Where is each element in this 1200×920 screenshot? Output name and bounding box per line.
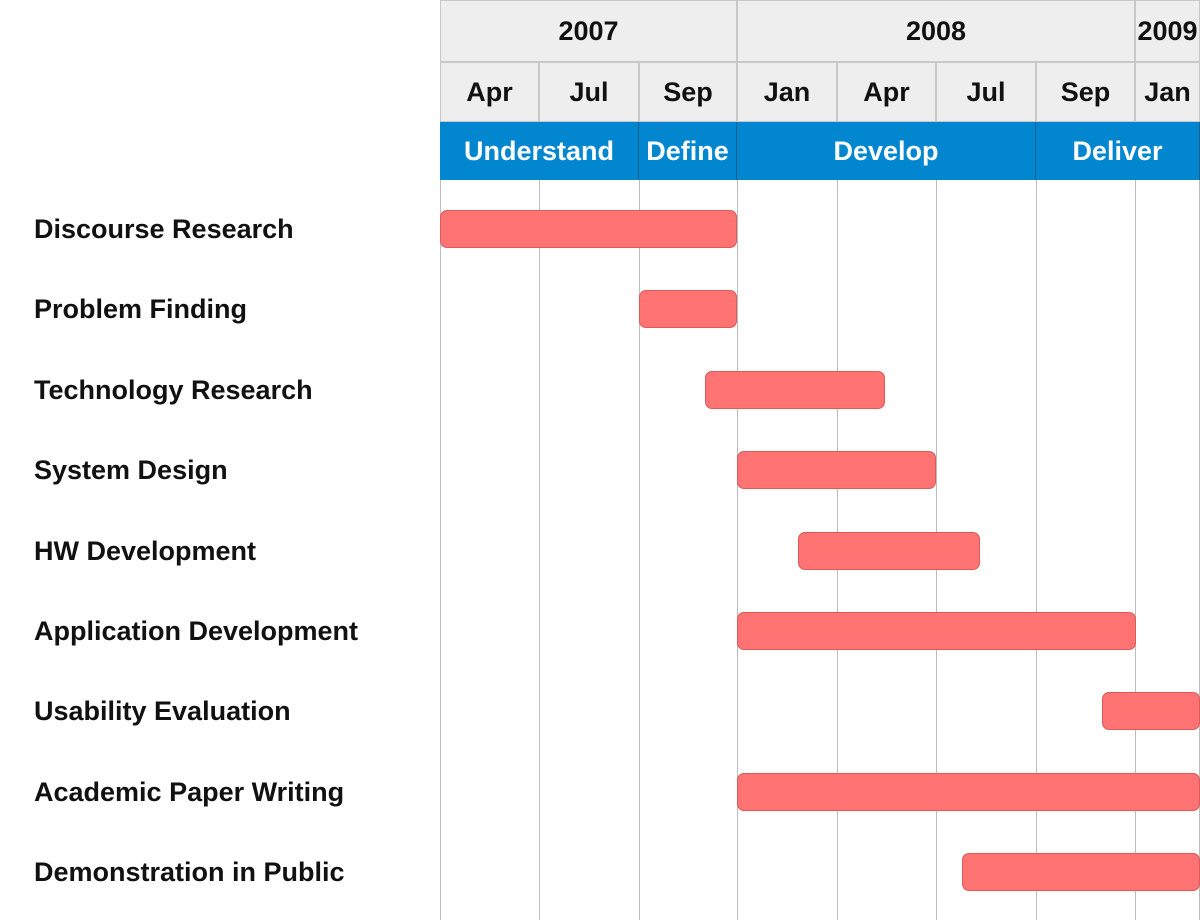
year-header-2008: 2008	[737, 0, 1135, 62]
gridline	[440, 180, 441, 920]
phase-understand: Understand	[440, 122, 639, 180]
gridline	[737, 180, 738, 920]
phase-develop: Develop	[737, 122, 1036, 180]
year-header-2009: 2009	[1135, 0, 1200, 62]
month-header-6: Sep	[1036, 62, 1135, 122]
task-label: Discourse Research	[34, 214, 294, 244]
gridline	[1135, 180, 1136, 920]
phase-deliver: Deliver	[1036, 122, 1200, 180]
month-header-3: Jan	[737, 62, 837, 122]
month-header-5: Jul	[936, 62, 1036, 122]
task-bar	[440, 210, 737, 248]
month-header-7: Jan	[1135, 62, 1200, 122]
task-bar	[705, 371, 885, 409]
task-label: Usability Evaluation	[34, 696, 291, 727]
month-header-1: Jul	[539, 62, 639, 122]
task-label: Problem Finding	[34, 294, 247, 325]
task-label: Technology Research	[34, 374, 313, 405]
task-bar	[798, 532, 980, 570]
gridline	[539, 180, 540, 920]
task-label: System Design	[34, 455, 228, 486]
month-header-2: Sep	[639, 62, 737, 122]
task-label: Application Development	[34, 616, 359, 646]
task-bar	[737, 773, 1200, 811]
gridline	[1036, 180, 1037, 920]
task-bar	[639, 290, 737, 328]
month-header-0: Apr	[440, 62, 539, 122]
year-header-2007: 2007	[440, 0, 737, 62]
task-label: Academic Paper Writing	[34, 776, 345, 807]
task-bar	[962, 853, 1200, 891]
task-label: HW Development	[34, 535, 257, 566]
phase-define: Define	[639, 122, 737, 180]
task-label: Demonstration in Public	[34, 857, 345, 888]
task-bar	[737, 612, 1136, 650]
gridline	[639, 180, 640, 920]
month-header-4: Apr	[837, 62, 936, 122]
task-bar	[1102, 692, 1200, 730]
task-label-column: Discourse Research Problem Finding Technol…	[0, 180, 440, 920]
task-bar	[737, 451, 936, 489]
